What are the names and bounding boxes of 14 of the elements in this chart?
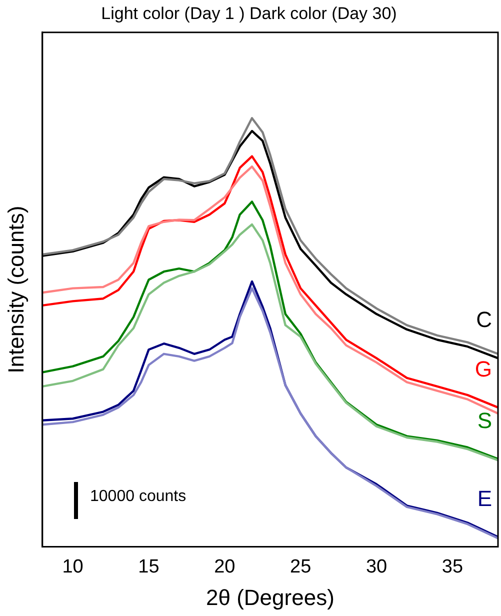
x-tick-label: 35 — [442, 556, 464, 578]
x-tick-label: 20 — [214, 556, 236, 578]
chart-title: Light color (Day 1 ) Dark color (Day 30) — [101, 4, 397, 23]
annotation: 10000 counts — [90, 488, 186, 506]
x-tick-label: 25 — [290, 556, 312, 578]
x-axis-title: 2θ (Degrees) — [206, 584, 334, 610]
series-label: S — [477, 408, 492, 433]
series-label: C — [476, 307, 492, 332]
y-axis-title: Intensity (counts) — [3, 206, 28, 374]
x-tick-label: 30 — [366, 556, 388, 578]
x-tick-label: 15 — [138, 556, 160, 578]
series-label: E — [477, 486, 492, 512]
series-label: G — [474, 356, 492, 382]
x-tick-label: 10 — [62, 556, 84, 578]
